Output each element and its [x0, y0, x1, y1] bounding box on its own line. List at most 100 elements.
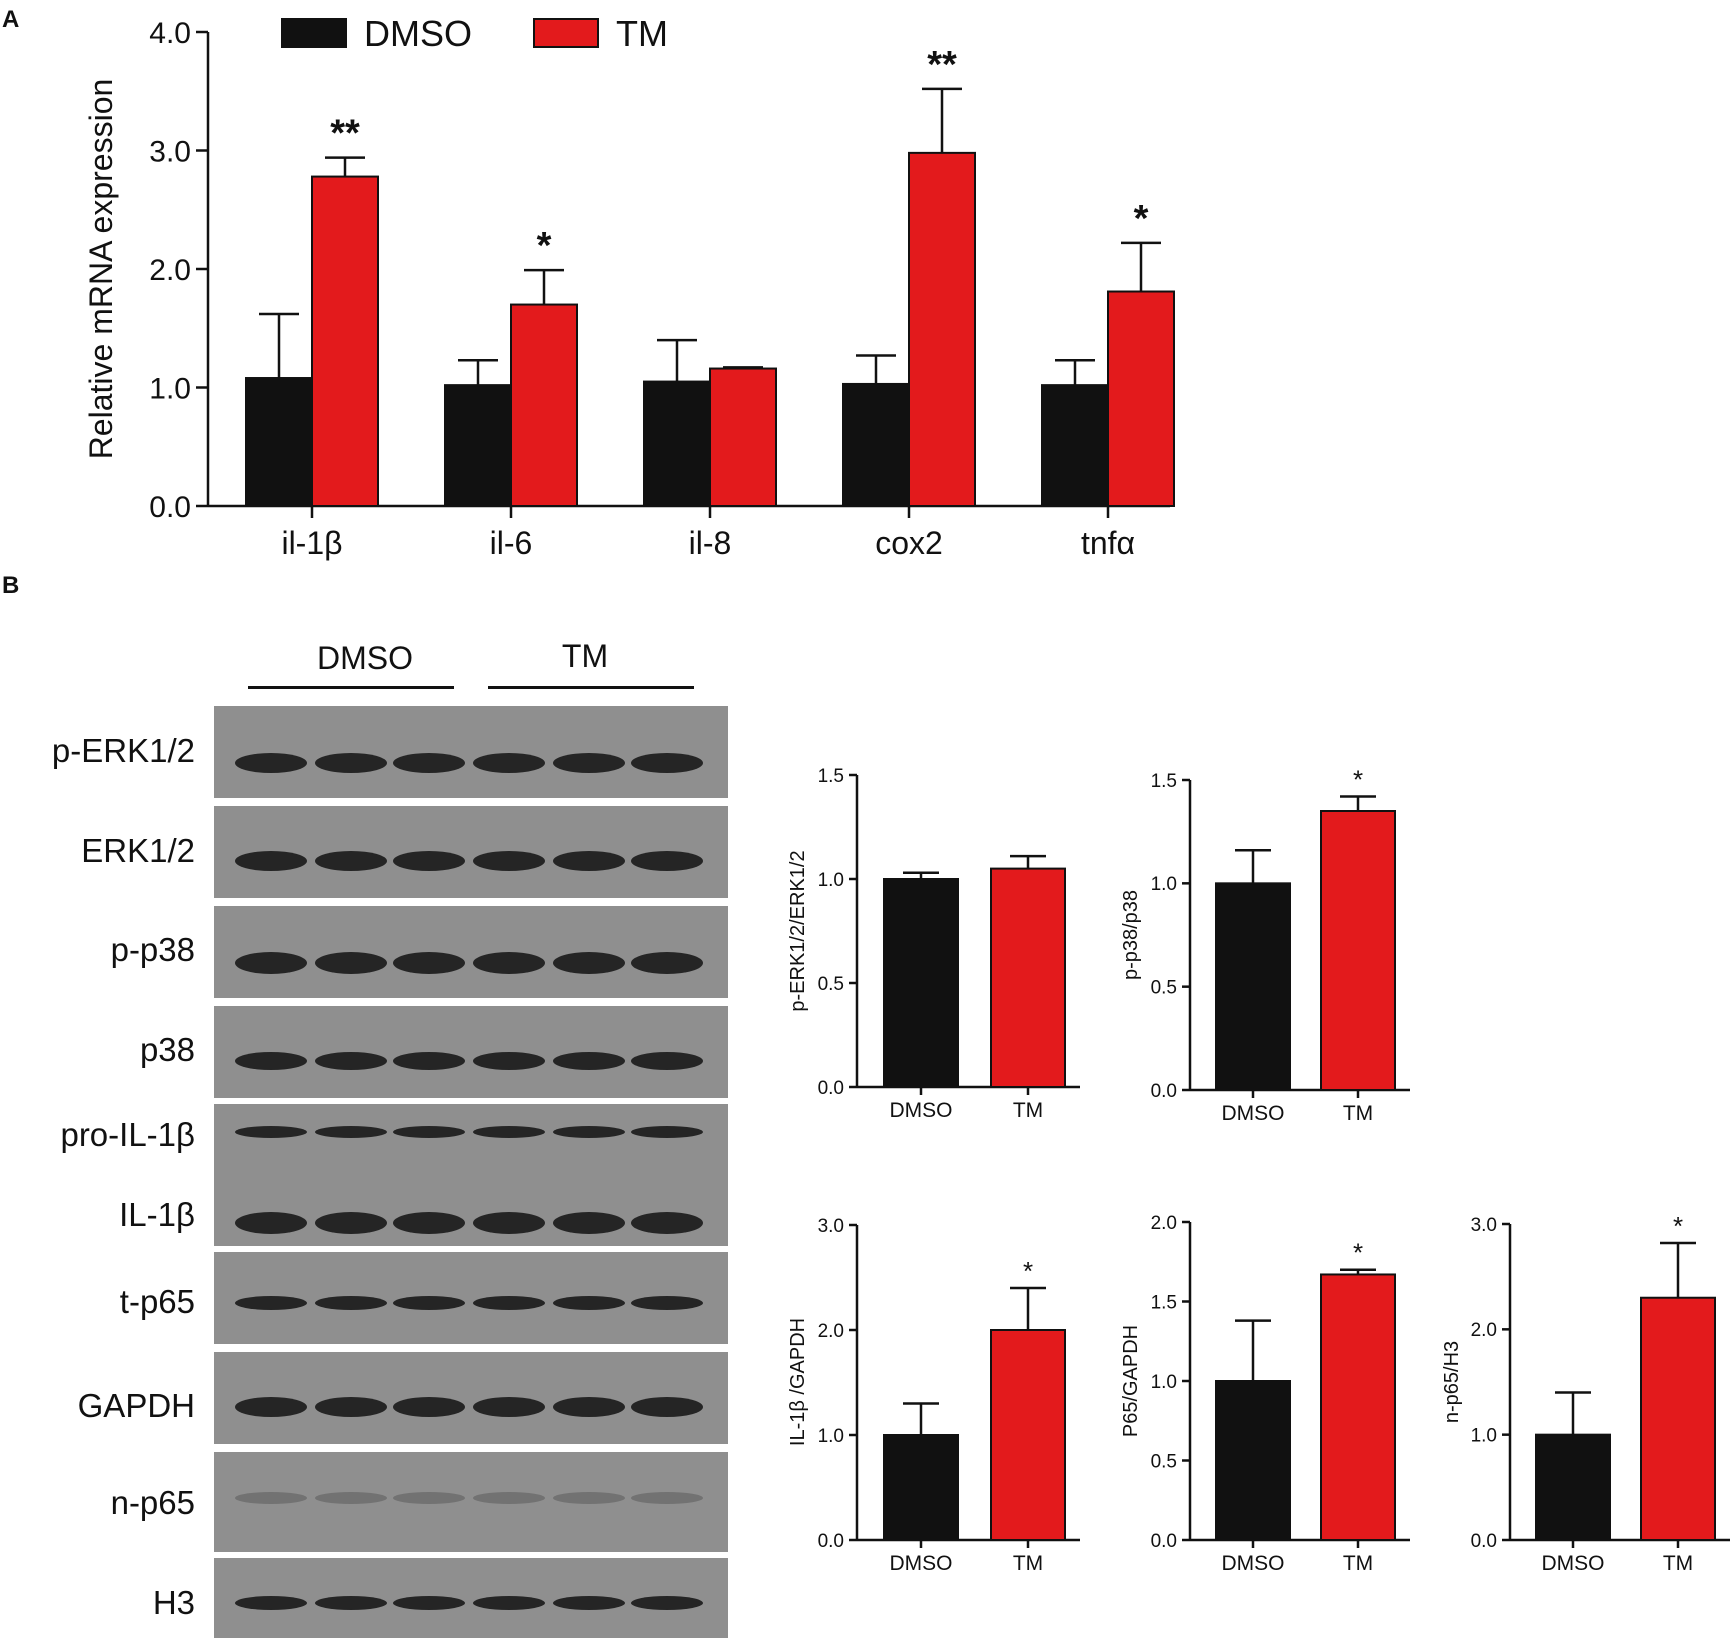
y-tick-label: 0.0	[818, 1531, 844, 1552]
y-axis-label: IL-1β /GAPDH	[787, 1318, 809, 1446]
blot-label-p-p38: p-p38	[110, 931, 195, 968]
blot-band	[393, 952, 465, 974]
y-tick-label: 0.5	[1151, 978, 1177, 999]
bar-tm	[1107, 290, 1175, 508]
y-tick-label: 1.0	[818, 870, 844, 891]
blot-band	[553, 952, 625, 974]
blot-band	[393, 1212, 465, 1234]
panel-letter-a: A	[2, 6, 20, 33]
blot-band	[473, 1596, 545, 1610]
x-tick-label: il-8	[689, 525, 732, 561]
blot-band	[235, 1596, 307, 1610]
y-tick-label: 2.0	[818, 1321, 844, 1342]
blot-band	[631, 753, 703, 773]
x-tick-label: DMSO	[1542, 1552, 1605, 1575]
legend-swatch-tm	[533, 18, 599, 48]
blot-band	[473, 1052, 545, 1070]
y-axis-label: p-ERK1/2/ERK1/2	[787, 850, 809, 1011]
bar-tm	[1320, 810, 1396, 1091]
y-tick-label: 1.0	[1151, 874, 1177, 895]
blot-strip-t-p65	[214, 1252, 728, 1344]
y-tick-label: 3.0	[149, 135, 191, 168]
blot-band	[315, 1126, 387, 1138]
blot-band	[473, 1296, 545, 1310]
blot-band	[553, 1212, 625, 1234]
blot-band	[473, 1126, 545, 1138]
x-tick-label: TM	[1013, 1552, 1043, 1575]
blot-band	[393, 1397, 465, 1417]
legend-swatch-dmso	[281, 18, 347, 48]
bar-tm	[990, 867, 1066, 1088]
blot-band	[631, 952, 703, 974]
y-tick-label: 0.0	[149, 491, 191, 524]
blot-band	[553, 1596, 625, 1610]
blot-band	[553, 851, 625, 871]
bar-tm	[510, 303, 578, 507]
blot-band	[393, 1492, 465, 1504]
blot-band	[473, 1397, 545, 1417]
blot-band	[631, 1212, 703, 1234]
significance-marker: *	[1353, 1238, 1363, 1268]
blot-band	[315, 1212, 387, 1234]
significance-marker: **	[927, 44, 957, 86]
blot-band	[473, 1492, 545, 1504]
blot-band	[553, 1126, 625, 1138]
blot-band	[631, 1126, 703, 1138]
blot-strip-erk	[214, 806, 728, 898]
bar-tm	[311, 175, 379, 507]
x-tick-label: tnfα	[1081, 525, 1135, 561]
y-tick-label: 1.0	[818, 1426, 844, 1447]
blot-band	[393, 1596, 465, 1610]
significance-marker: *	[1023, 1256, 1033, 1286]
blot-label-h3: H3	[152, 1584, 195, 1621]
blot-band	[393, 1296, 465, 1310]
significance-marker: *	[1353, 765, 1363, 795]
blot-band	[235, 1296, 307, 1310]
y-tick-label: 1.0	[1151, 1372, 1177, 1393]
blot-band	[553, 753, 625, 773]
blot-band	[315, 1596, 387, 1610]
blot-band	[235, 1126, 307, 1138]
blot-band	[315, 1296, 387, 1310]
blot-band	[553, 1397, 625, 1417]
blot-group-label-dmso: DMSO	[317, 640, 413, 676]
blot-band	[473, 952, 545, 974]
blot-band	[315, 1492, 387, 1504]
x-tick-label: cox2	[875, 525, 943, 561]
bar-dmso	[883, 1434, 959, 1541]
blot-band	[235, 1052, 307, 1070]
significance-marker: **	[330, 113, 360, 155]
legend-label-dmso: DMSO	[364, 13, 472, 54]
y-axis-label: n-p65/H3	[1441, 1341, 1463, 1423]
y-tick-label: 0.0	[1471, 1531, 1497, 1552]
blot-label-p-erk: p-ERK1/2	[51, 732, 195, 769]
bar-tm	[1640, 1296, 1716, 1541]
blot-band	[235, 1212, 307, 1234]
blot-label-n-p65: n-p65	[110, 1484, 195, 1521]
y-tick-label: 0.0	[1151, 1081, 1177, 1102]
x-tick-label: DMSO	[1222, 1102, 1285, 1125]
blot-strip-p38	[214, 1006, 728, 1098]
y-tick-label: 1.5	[1151, 1292, 1177, 1313]
blot-band	[235, 1397, 307, 1417]
blot-band	[631, 1596, 703, 1610]
bar-dmso	[444, 384, 512, 508]
y-tick-label: 0.0	[818, 1078, 844, 1099]
blot-strip-p-p38	[214, 906, 728, 998]
blot-band	[473, 1212, 545, 1234]
blot-strip-gapdh	[214, 1352, 728, 1444]
y-tick-label: 2.0	[1151, 1213, 1177, 1234]
x-tick-label: il-1β	[281, 525, 342, 561]
bar-tm	[709, 367, 777, 508]
blot-label-erk: ERK1/2	[81, 832, 195, 869]
blot-band	[315, 952, 387, 974]
blot-band	[315, 1052, 387, 1070]
blot-band	[393, 1052, 465, 1070]
blot-strip-n-p65	[214, 1452, 728, 1552]
x-tick-label: DMSO	[1222, 1552, 1285, 1575]
y-tick-label: 2.0	[149, 254, 191, 287]
y-axis-label: Relative mRNA expression	[83, 79, 119, 460]
bar-tm	[908, 151, 976, 507]
bar-tm	[1320, 1273, 1396, 1541]
x-tick-label: DMSO	[890, 1552, 953, 1575]
